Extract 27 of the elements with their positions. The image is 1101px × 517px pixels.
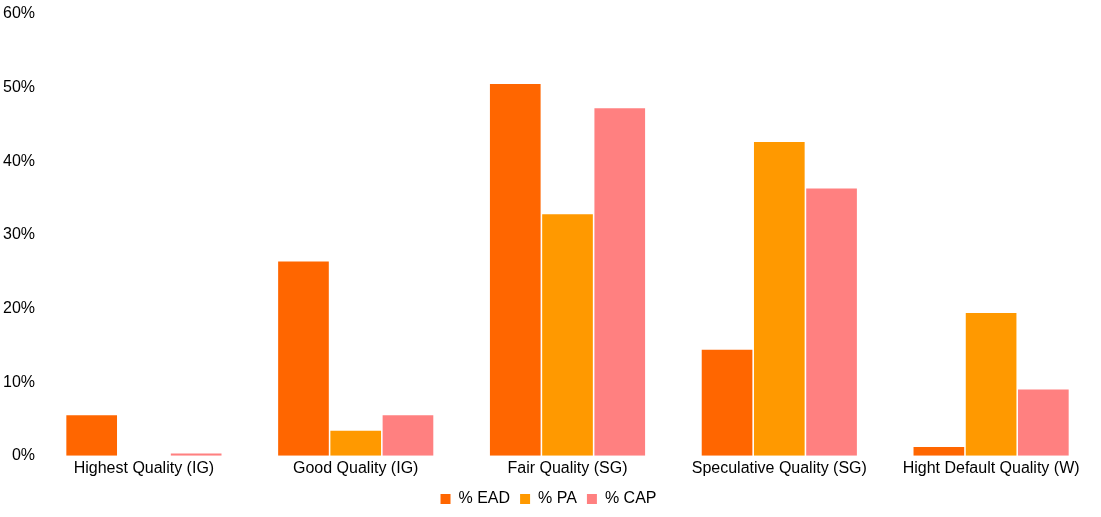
bar (489, 83, 541, 456)
bar (278, 261, 329, 456)
bar (965, 312, 1017, 456)
y-tick-label: 50% (2, 78, 36, 96)
y-tick-label: 10% (2, 372, 36, 390)
x-tick-label: Fair Quality (SG) (507, 458, 628, 476)
bar (806, 188, 857, 456)
legend-label: % EAD (458, 489, 511, 507)
x-tick-label: Speculative Quality (SG) (691, 458, 867, 476)
y-tick-label: 20% (2, 298, 36, 316)
x-tick-label: Highest Quality (IG) (73, 458, 215, 476)
bar (330, 430, 382, 456)
bar (701, 349, 753, 456)
bar (594, 108, 646, 456)
bar (382, 415, 434, 456)
bar (66, 415, 118, 456)
bar (542, 214, 593, 456)
y-tick-label: 30% (2, 225, 36, 243)
y-tick-label: 60% (2, 4, 36, 22)
x-tick-label: Good Quality (IG) (293, 458, 419, 476)
bar (1018, 389, 1069, 456)
bar (753, 142, 805, 456)
legend-label: % CAP (604, 489, 657, 507)
x-tick-label: Hight Default Quality (W) (902, 458, 1080, 476)
y-tick-label: 40% (2, 151, 36, 169)
legend-label: % PA (538, 489, 578, 507)
y-tick-label: 0% (11, 446, 36, 464)
